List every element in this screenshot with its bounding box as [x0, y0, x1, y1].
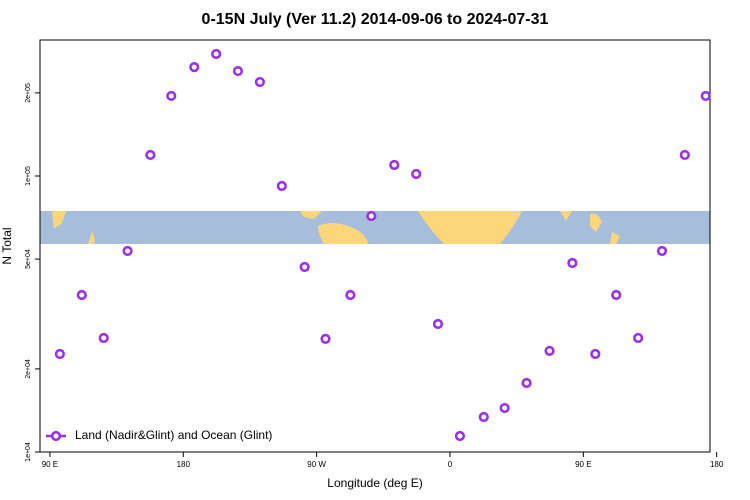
- y-tick-label: 1e+04: [25, 442, 32, 462]
- point: [145, 149, 156, 161]
- x-tick-label: 0: [448, 460, 453, 469]
- point: [633, 332, 644, 344]
- x-tick-label: 180: [710, 460, 724, 469]
- legend-marker: [50, 430, 62, 442]
- legend-label: Land (Nadir&Glint) and Ocean (Glint): [75, 428, 272, 442]
- point: [232, 65, 244, 77]
- point: [521, 377, 532, 389]
- point: [54, 348, 65, 360]
- point: [411, 168, 422, 180]
- y-tick-label: 2e+05: [25, 83, 32, 103]
- point: [432, 318, 444, 330]
- point: [389, 159, 400, 171]
- point: [122, 245, 133, 257]
- x-tick-label: 90 W: [307, 460, 326, 469]
- y-tick-label: 1e+05: [25, 166, 32, 186]
- land: [52, 211, 620, 244]
- chart-title: 0-15N July (Ver 11.2) 2014-09-06 to 2024…: [202, 11, 549, 28]
- point: [189, 62, 200, 73]
- point: [478, 411, 489, 423]
- point: [700, 90, 711, 102]
- point: [211, 48, 222, 60]
- x-tick-label: 90 E: [42, 460, 58, 469]
- point: [590, 348, 601, 360]
- point: [299, 261, 310, 273]
- y-tick-label: 5e+04: [25, 249, 32, 269]
- x-axis-label: Longitude (deg E): [327, 476, 422, 490]
- point: [76, 289, 87, 301]
- point: [611, 289, 622, 301]
- point: [276, 180, 287, 192]
- y-tick-label: 2e+04: [25, 359, 32, 379]
- point: [679, 149, 690, 161]
- point: [454, 430, 465, 442]
- point: [499, 402, 510, 414]
- point: [544, 345, 555, 357]
- point: [345, 289, 356, 301]
- x-tick-label: 180: [177, 460, 191, 469]
- point: [366, 210, 377, 222]
- point: [254, 76, 265, 88]
- point: [656, 245, 668, 257]
- point: [320, 333, 331, 344]
- plot-frame: [39, 39, 711, 453]
- x-tick-label: 90 E: [575, 460, 591, 469]
- point: [567, 257, 578, 269]
- point: [98, 332, 109, 344]
- y-axis-label: N Total: [0, 227, 14, 264]
- point: [166, 90, 177, 102]
